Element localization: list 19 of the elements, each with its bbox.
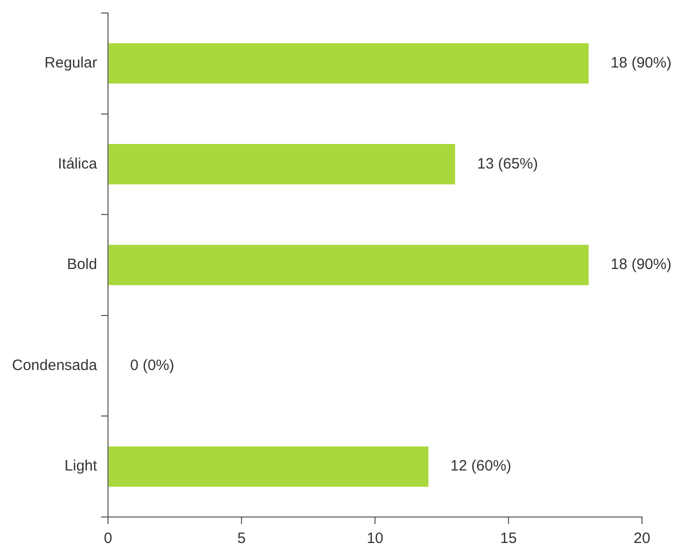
data-label: 0 (0%) [130,356,174,374]
data-label: 18 (90%) [610,256,672,274]
y-tick-label: Condensada [12,356,98,374]
data-label: 13 (65%) [477,155,538,172]
bar [108,144,456,184]
x-tick-label: 10 [366,530,384,548]
y-tick-label: Itálica [58,155,98,172]
data-label: 12 (60%) [450,458,512,475]
data-label: 18 (90%) [610,54,672,72]
x-tick-label: 20 [634,530,650,548]
bar [108,43,589,84]
x-tick-label: 0 [104,530,112,548]
y-tick-label: Regular [44,54,98,72]
y-tick-label: Light [64,458,98,475]
bar [108,244,589,286]
x-tick-label: 5 [237,530,246,548]
bar [108,446,428,487]
y-tick-label: Bold [67,256,98,274]
x-tick-label: 15 [500,530,517,548]
